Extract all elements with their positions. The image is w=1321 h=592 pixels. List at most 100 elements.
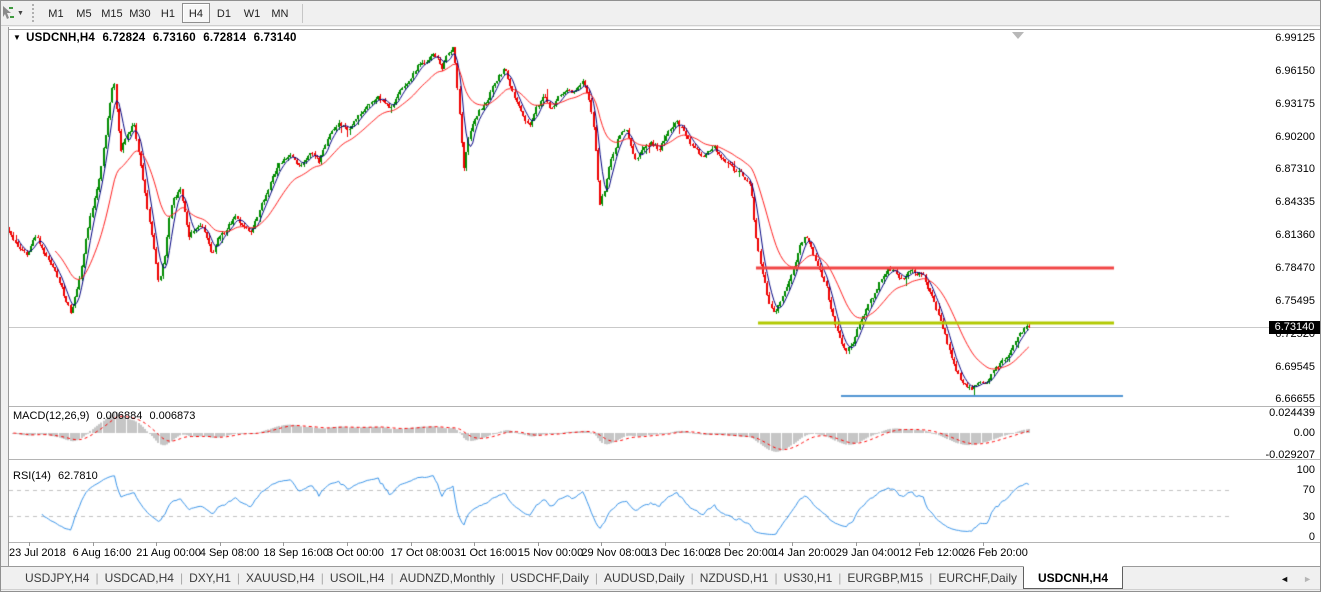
time-tick-mark xyxy=(537,542,539,546)
ohlc-close: 6.73140 xyxy=(253,32,297,44)
time-tick-mark xyxy=(156,542,158,546)
pane-separator-rsi[interactable] xyxy=(9,459,1320,460)
tab-scroll-arrows: ◄ ► xyxy=(1280,567,1312,590)
timeframe-button-h1[interactable]: H1 xyxy=(160,8,175,20)
rsi-label: RSI(14) 62.7810 xyxy=(13,470,102,482)
rsi-tick-label: 30 xyxy=(1302,510,1315,523)
price-tick-label: 6.81360 xyxy=(1275,229,1315,242)
macd-value-main: 0.006884 xyxy=(96,410,143,422)
tab-separator: | xyxy=(838,571,842,585)
chart-tab-usoil-h4[interactable]: USOIL,H4 xyxy=(329,571,385,585)
timeframe-button-d1[interactable]: D1 xyxy=(216,8,231,20)
time-tick-mark xyxy=(983,542,984,546)
price-tick-label: 6.69545 xyxy=(1275,360,1315,373)
time-tick-label: 29 Jan 04:00 xyxy=(835,547,900,559)
time-tick-mark xyxy=(92,542,94,546)
tab-scroll-left-icon[interactable]: ◄ xyxy=(1280,573,1290,584)
chart-tab-eurchf-daily[interactable]: EURCHF,Daily xyxy=(938,571,1018,585)
pane-separator-macd[interactable] xyxy=(9,406,1320,407)
rsi-value: 62.7810 xyxy=(57,470,98,482)
price-tick-label: 6.93175 xyxy=(1275,98,1315,111)
chart-tab-dxy-h1[interactable]: DXY,H1 xyxy=(189,571,231,585)
timeframe-button-m5[interactable]: M5 xyxy=(76,8,92,20)
chart-tab-audnzd-monthly[interactable]: AUDNZD,Monthly xyxy=(399,571,496,585)
timeframe-button-mn[interactable]: MN xyxy=(271,8,289,20)
tab-separator: | xyxy=(179,571,184,585)
timeframe-button-h4[interactable]: H4 xyxy=(181,3,210,23)
time-tick-label: 29 Nov 08:00 xyxy=(581,547,647,559)
time-tick-mark xyxy=(792,542,794,546)
cursor-tool-icon[interactable] xyxy=(1,5,15,21)
chart-tab-us30-h1[interactable]: US30,H1 xyxy=(783,571,833,585)
chart-shift-marker-icon[interactable] xyxy=(1012,32,1024,39)
tab-separator: | xyxy=(501,571,505,585)
time-tick-mark xyxy=(601,542,603,546)
timeframe-button-w1[interactable]: W1 xyxy=(243,8,261,20)
chart-canvas[interactable] xyxy=(9,29,1233,542)
price-tick-label: 6.66655 xyxy=(1275,392,1315,405)
time-tick-label: 4 Sep 08:00 xyxy=(199,547,260,559)
chart-tab-usdchf-daily[interactable]: USDCHF,Daily xyxy=(510,571,589,585)
chart-tabbar: USDJPY,H4 | USDCAD,H4 | DXY,H1 | XAUUSD,H4 | USO… xyxy=(1,566,1320,590)
chart-tab-usdjpy-h4[interactable]: USDJPY,H4 xyxy=(25,571,90,585)
time-tick-mark xyxy=(919,542,921,546)
current-price-badge: 6.73140 xyxy=(1269,321,1320,334)
toolbar: ▼ M1 M5 M15 M30 H1 H4 D1 W1 MN xyxy=(1,1,1320,26)
tab-separator: | xyxy=(594,571,598,585)
chart-tab-eurgbp-m15[interactable]: EURGBP,M15 xyxy=(847,571,924,585)
time-tick-mark xyxy=(219,542,221,546)
time-tick-label: 12 Feb 12:00 xyxy=(899,547,965,559)
chart-header: ▼ USDCNH,H4 6.72824 6.73160 6.72814 6.731… xyxy=(13,32,301,44)
toolbar-grip-handle[interactable] xyxy=(31,4,36,22)
time-tick-mark xyxy=(474,542,476,546)
time-tick-mark xyxy=(728,542,730,546)
chart-tab-usdcnh-h4[interactable]: USDCNH,H4 xyxy=(1023,566,1124,589)
symbol-label: USDCNH,H4 xyxy=(26,32,96,44)
rsi-name: RSI(14) xyxy=(13,470,51,482)
ohlc-open: 6.72824 xyxy=(102,32,146,44)
chart-tab-xauusd-h4[interactable]: XAUUSD,H4 xyxy=(246,571,315,585)
timeframe-button-m30[interactable]: M30 xyxy=(129,8,151,20)
macd-name: MACD(12,26,9) xyxy=(13,410,90,422)
price-tick-label: 6.87310 xyxy=(1275,163,1315,176)
ohlc-high: 6.73160 xyxy=(152,32,196,44)
time-tick-label: 31 Oct 16:00 xyxy=(454,547,518,559)
time-tick-label: 26 Feb 20:00 xyxy=(963,547,1028,559)
chart-tab-usdcad-h4[interactable]: USDCAD,H4 xyxy=(104,571,174,585)
time-tick-label: 15 Nov 00:00 xyxy=(517,547,584,559)
time-tick-mark xyxy=(29,542,30,546)
chart-tab-nzdusd-h1[interactable]: NZDUSD,H1 xyxy=(699,571,769,585)
time-tick-label: 23 Jul 2018 xyxy=(9,547,66,559)
tab-separator: | xyxy=(690,571,694,585)
chart-tabs: USDJPY,H4 | USDCAD,H4 | DXY,H1 | XAUUSD,H4 | USO… xyxy=(1,566,1124,589)
macd-tick-label: 0.024439 xyxy=(1269,407,1315,419)
time-tick-label: 13 Dec 16:00 xyxy=(645,547,711,559)
rsi-tick-label: 0 xyxy=(1308,530,1315,543)
macd-tick-label: -0.029207 xyxy=(1265,449,1315,461)
price-tick-label: 6.78470 xyxy=(1275,261,1315,274)
rsi-tick-label: 70 xyxy=(1302,484,1315,496)
price-tick-label: 6.96150 xyxy=(1275,65,1315,78)
price-tick-label: 6.90200 xyxy=(1275,131,1315,144)
timeframe-button-m1[interactable]: M1 xyxy=(48,8,64,20)
timeframe-button-group: M1 M5 M15 M30 H1 H4 D1 W1 MN xyxy=(42,3,294,23)
time-tick-mark xyxy=(410,542,412,546)
tab-separator: | xyxy=(929,571,933,585)
time-tick-label: 18 Sep 16:00 xyxy=(263,547,329,559)
timeframe-button-m15[interactable]: M15 xyxy=(101,8,123,20)
toolbar-dropdown-caret-icon[interactable]: ▼ xyxy=(17,9,24,17)
time-tick-mark xyxy=(855,542,857,546)
time-tick-mark xyxy=(283,542,285,546)
chart-tab-audusd-daily[interactable]: AUDUSD,Daily xyxy=(603,571,685,585)
macd-value-signal: 0.006873 xyxy=(149,410,196,422)
symbol-triangle-icon[interactable]: ▼ xyxy=(13,33,22,42)
tab-separator: | xyxy=(236,571,241,585)
time-tick-label: 28 Dec 20:00 xyxy=(708,547,775,559)
rsi-tick-label: 100 xyxy=(1296,464,1315,476)
toolbar-separator xyxy=(301,3,303,23)
tab-separator: | xyxy=(390,571,394,585)
time-tick-mark xyxy=(347,542,348,546)
tab-scroll-right-icon[interactable]: ► xyxy=(1303,573,1312,584)
time-tick-label: 3 Oct 00:00 xyxy=(327,547,384,559)
price-tick-label: 6.99125 xyxy=(1275,32,1315,44)
